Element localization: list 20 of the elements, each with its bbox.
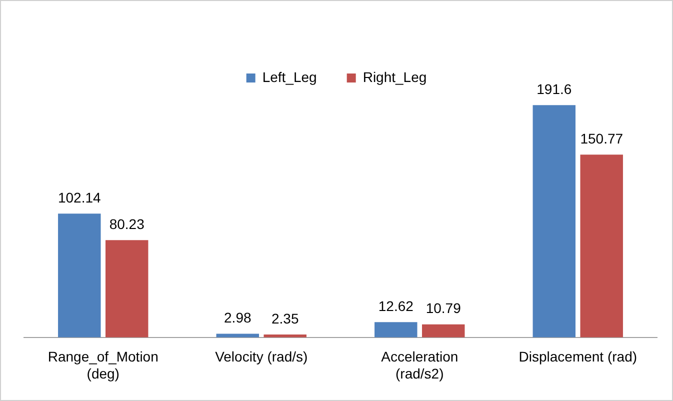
data-label: 12.62: [378, 298, 414, 314]
bar: [106, 240, 148, 338]
data-label: 2.35: [271, 310, 299, 326]
data-label: 102.14: [58, 189, 102, 206]
legend-label: Left_Leg: [262, 68, 317, 85]
bar: [580, 154, 623, 338]
bar: [58, 214, 101, 338]
legend-label: Right_Leg: [362, 68, 427, 85]
data-label: 10.79: [426, 300, 462, 316]
x-tick-label: Velocity (rad/s): [215, 348, 308, 365]
x-tick-label: Acceleration (rad/s2): [381, 348, 458, 382]
data-label: 80.23: [109, 216, 145, 232]
bar: [422, 324, 465, 338]
data-label: 150.77: [580, 130, 624, 147]
x-tick-label: Range_of_Motion (deg): [48, 348, 158, 382]
x-tick-label: Displacement (rad): [518, 348, 638, 365]
bar: [532, 105, 576, 338]
data-label: 2.98: [224, 310, 252, 326]
bar: [374, 322, 418, 338]
data-label: 191.6: [536, 81, 572, 98]
